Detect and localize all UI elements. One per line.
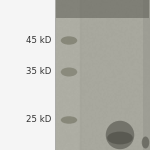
Ellipse shape [142, 136, 149, 148]
Ellipse shape [61, 68, 77, 76]
Bar [142, 0, 150, 150]
Bar [0, 0, 55, 150]
Text: 25 kD: 25 kD [26, 116, 51, 124]
Ellipse shape [61, 116, 77, 124]
Text: 35 kD: 35 kD [26, 68, 51, 76]
Ellipse shape [106, 121, 134, 149]
Text: 45 kD: 45 kD [26, 36, 51, 45]
Bar [55, 0, 150, 150]
Ellipse shape [107, 132, 133, 144]
Bar [56, 0, 148, 18]
Ellipse shape [61, 36, 77, 45]
